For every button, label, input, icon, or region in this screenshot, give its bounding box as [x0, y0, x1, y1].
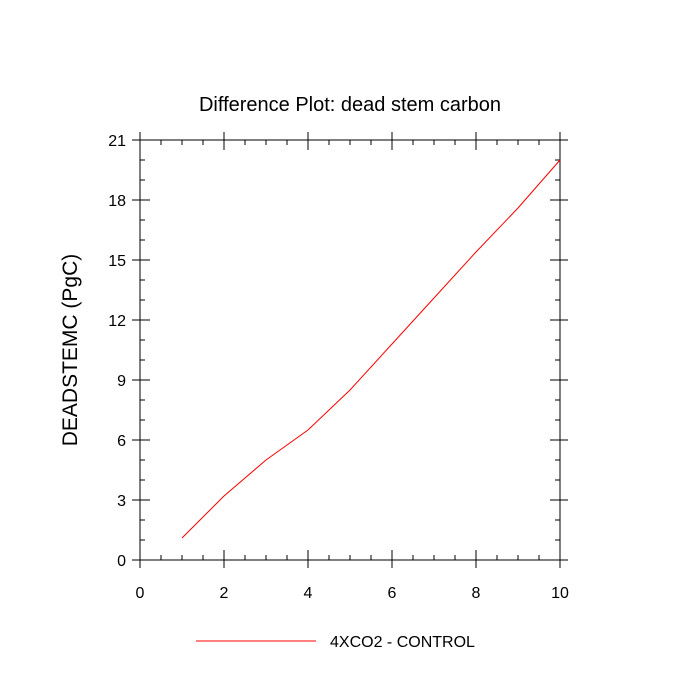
- x-tick-label: 4: [304, 585, 313, 602]
- series-line: [181, 159, 561, 539]
- plot-frame: [139, 139, 561, 561]
- y-tick-label: 15: [108, 253, 126, 270]
- y-tick-label: 21: [108, 133, 126, 150]
- y-tick-label: 0: [117, 553, 126, 570]
- y-tick-label: 6: [117, 433, 126, 450]
- y-axis-label: DEADSTEMC (PgC): [59, 254, 82, 447]
- y-tick-label: 12: [108, 313, 126, 330]
- x-tick-label: 0: [136, 585, 145, 602]
- y-tick-label: 18: [108, 193, 126, 210]
- x-tick-label: 10: [551, 585, 569, 602]
- x-tick-label: 2: [220, 585, 229, 602]
- legend-label: 4XCO2 - CONTROL: [330, 634, 475, 651]
- x-axis-ticks: 0 2 4 6 8 10: [136, 132, 569, 602]
- x-tick-label: 8: [472, 585, 481, 602]
- series-layer: [181, 159, 561, 539]
- y-tick-label: 9: [117, 373, 126, 390]
- x-tick-label: 6: [388, 585, 397, 602]
- y-axis-ticks: 0 3 6 9 12 15 18 21: [108, 133, 568, 570]
- legend: 4XCO2 - CONTROL: [196, 634, 475, 651]
- chart-title: Difference Plot: dead stem carbon: [199, 94, 501, 116]
- y-tick-label: 3: [117, 493, 126, 510]
